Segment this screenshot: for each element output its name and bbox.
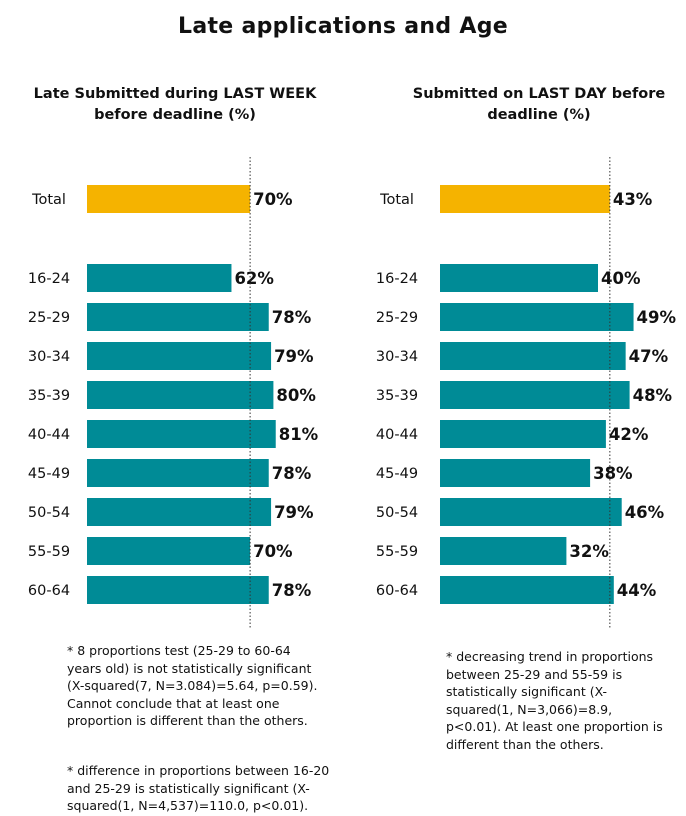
category-label-16-24: 16-24 xyxy=(28,271,70,287)
category-label-60-64: 60-64 xyxy=(376,583,418,599)
bar-30-34 xyxy=(440,342,626,370)
bar-40-44 xyxy=(87,420,276,448)
category-label-40-44: 40-44 xyxy=(376,427,418,443)
bar-total xyxy=(87,185,251,213)
value-label-total: 70% xyxy=(253,190,293,209)
category-label-50-54: 50-54 xyxy=(376,505,418,521)
value-label-60-64: 78% xyxy=(272,581,312,600)
note-left-difference: * difference in proportions between 16-2… xyxy=(67,763,330,813)
category-label-55-59: 55-59 xyxy=(376,544,418,560)
value-label-25-29: 78% xyxy=(272,308,312,327)
value-label-total: 43% xyxy=(613,190,653,209)
category-label-40-44: 40-44 xyxy=(28,427,70,443)
value-label-40-44: 81% xyxy=(279,425,319,444)
bar-60-64 xyxy=(440,576,614,604)
bar-45-49 xyxy=(440,459,591,487)
panel-last-week: Total 70% 16-24 62% 25-29 78% 30-34 79% 35-39 80%… xyxy=(28,157,319,628)
bar-35-39 xyxy=(87,381,274,409)
value-label-45-49: 78% xyxy=(272,464,312,483)
value-label-16-24: 62% xyxy=(234,269,274,288)
bar-45-49 xyxy=(87,459,269,487)
bar-50-54 xyxy=(87,498,272,526)
value-label-55-59: 32% xyxy=(569,542,609,561)
value-label-50-54: 79% xyxy=(274,503,314,522)
bar-40-44 xyxy=(440,420,606,448)
value-label-30-34: 79% xyxy=(274,347,314,366)
category-label-55-59: 55-59 xyxy=(28,544,70,560)
bar-total xyxy=(440,185,610,213)
panel-title-last-week: Late Submitted during LAST WEEK before d… xyxy=(33,86,317,123)
value-label-60-64: 44% xyxy=(617,581,657,600)
panel-last-day: Total 43% 16-24 40% 25-29 49% 30-34 47% 35-39 48%… xyxy=(376,157,677,628)
bar-25-29 xyxy=(87,303,269,331)
bar-50-54 xyxy=(440,498,622,526)
bar-30-34 xyxy=(87,342,272,370)
category-label-total: Total xyxy=(31,192,66,208)
category-label-30-34: 30-34 xyxy=(28,349,70,365)
category-label-16-24: 16-24 xyxy=(376,271,418,287)
bar-16-24 xyxy=(87,264,232,292)
category-label-60-64: 60-64 xyxy=(28,583,70,599)
chart-title: Late applications and Age xyxy=(178,14,508,39)
value-label-50-54: 46% xyxy=(625,503,665,522)
value-label-16-24: 40% xyxy=(601,269,641,288)
category-label-total: Total xyxy=(379,192,414,208)
category-label-35-39: 35-39 xyxy=(376,388,418,404)
bar-55-59 xyxy=(87,537,251,565)
panel-title-last-day: Submitted on LAST DAY before deadline (%… xyxy=(412,86,666,123)
category-label-45-49: 45-49 xyxy=(28,466,70,482)
value-label-25-29: 49% xyxy=(637,308,677,327)
value-label-45-49: 38% xyxy=(593,464,633,483)
bar-16-24 xyxy=(440,264,598,292)
category-label-35-39: 35-39 xyxy=(28,388,70,404)
bar-25-29 xyxy=(440,303,634,331)
category-label-25-29: 25-29 xyxy=(28,310,70,326)
value-label-55-59: 70% xyxy=(253,542,293,561)
value-label-35-39: 80% xyxy=(276,386,316,405)
bar-35-39 xyxy=(440,381,630,409)
note-left-test: * 8 proportions test (25-29 to 60-64 yea… xyxy=(67,643,318,728)
bar-55-59 xyxy=(440,537,567,565)
note-right-trend: * decreasing trend in proportions betwee… xyxy=(446,649,663,752)
value-label-30-34: 47% xyxy=(629,347,669,366)
category-label-45-49: 45-49 xyxy=(376,466,418,482)
category-label-50-54: 50-54 xyxy=(28,505,70,521)
category-label-25-29: 25-29 xyxy=(376,310,418,326)
value-label-35-39: 48% xyxy=(633,386,673,405)
category-label-30-34: 30-34 xyxy=(376,349,418,365)
bar-60-64 xyxy=(87,576,269,604)
value-label-40-44: 42% xyxy=(609,425,649,444)
